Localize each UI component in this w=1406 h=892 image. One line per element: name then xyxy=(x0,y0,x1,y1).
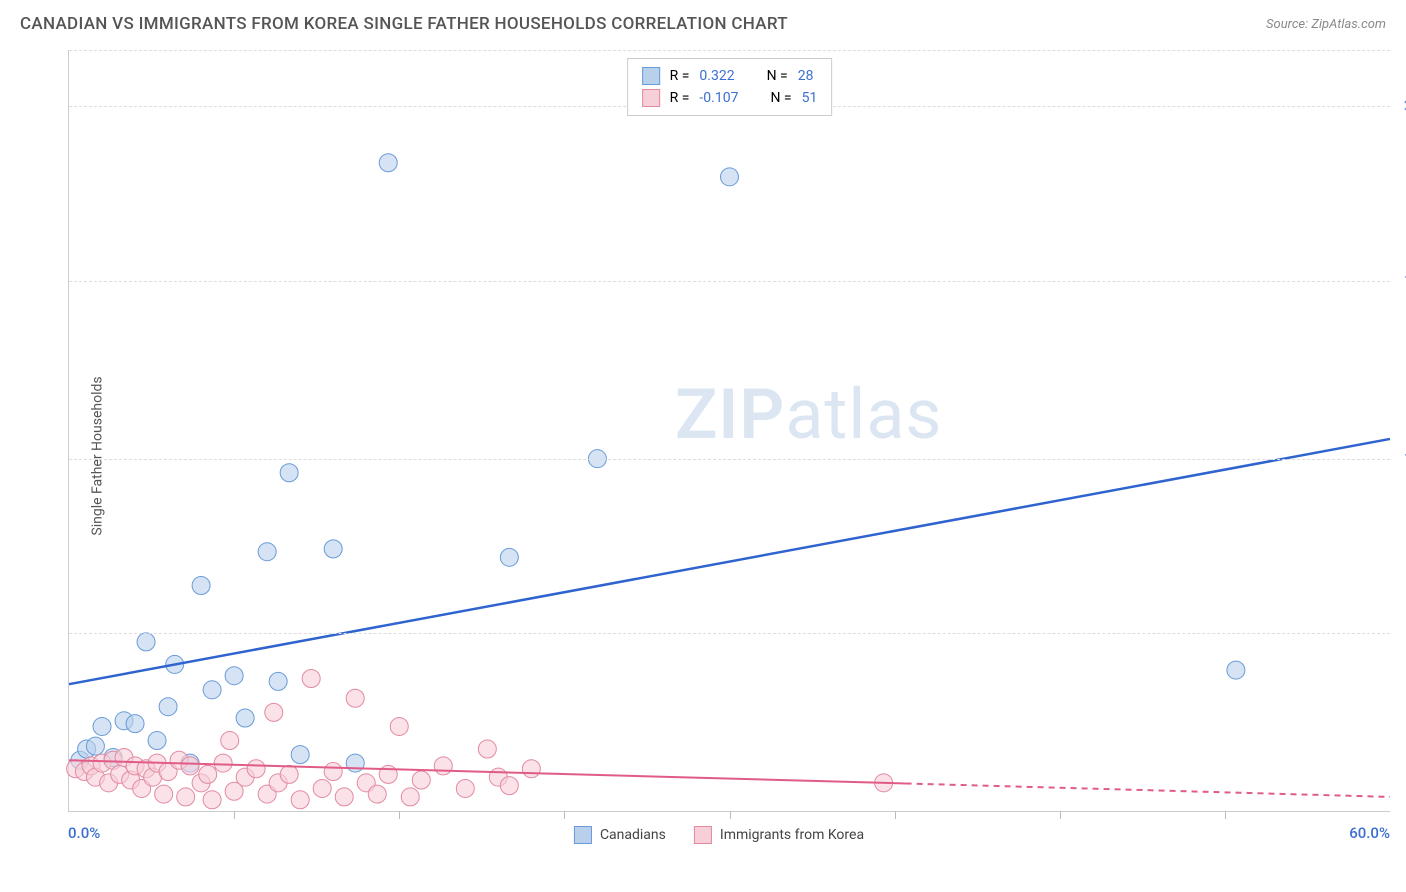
data-point xyxy=(1227,661,1245,679)
data-point xyxy=(181,757,199,775)
plot-area: ZIPatlas R = 0.322 N = 28 R = -0.107 N =… xyxy=(68,50,1390,812)
x-tick xyxy=(234,811,235,819)
chart-container: Single Father Households ZIPatlas R = 0.… xyxy=(48,50,1390,862)
data-point xyxy=(379,154,397,172)
n-label: N = xyxy=(767,68,788,84)
data-point xyxy=(199,765,217,783)
legend-item-immigrants: Immigrants from Korea xyxy=(694,826,864,844)
data-point xyxy=(265,703,283,721)
swatch-immigrants xyxy=(642,89,660,107)
trend-line-dashed xyxy=(906,783,1390,796)
legend-label-immigrants: Immigrants from Korea xyxy=(720,827,864,843)
data-point xyxy=(280,464,298,482)
data-point xyxy=(478,740,496,758)
x-tick xyxy=(730,811,731,819)
gridline xyxy=(69,281,1390,282)
x-tick xyxy=(1060,811,1061,819)
data-point xyxy=(155,785,173,803)
data-point xyxy=(500,548,518,566)
data-point xyxy=(93,717,111,735)
data-point xyxy=(221,732,239,750)
data-point xyxy=(291,746,309,764)
r-label: R = xyxy=(670,68,690,84)
r-value-immigrants: -0.107 xyxy=(699,90,738,106)
data-point xyxy=(148,732,166,750)
stats-legend-row: R = -0.107 N = 51 xyxy=(642,87,818,109)
data-point xyxy=(236,709,254,727)
n-value-canadians: 28 xyxy=(798,68,814,84)
data-point xyxy=(159,698,177,716)
data-point xyxy=(313,779,331,797)
swatch-immigrants xyxy=(694,826,712,844)
data-point xyxy=(456,779,474,797)
data-point xyxy=(390,717,408,735)
x-axis-min-label: 0.0% xyxy=(68,824,100,842)
data-point xyxy=(280,765,298,783)
legend-item-canadians: Canadians xyxy=(574,826,666,844)
data-point xyxy=(225,667,243,685)
data-point xyxy=(137,633,155,651)
data-point xyxy=(324,540,342,558)
trend-line xyxy=(69,439,1390,684)
data-point xyxy=(177,788,195,806)
data-point xyxy=(126,715,144,733)
data-point xyxy=(291,791,309,809)
n-label: N = xyxy=(770,90,791,106)
data-point xyxy=(214,754,232,772)
data-point xyxy=(500,777,518,795)
swatch-canadians xyxy=(574,826,592,844)
data-point xyxy=(335,788,353,806)
data-point xyxy=(434,757,452,775)
scatter-svg xyxy=(69,50,1390,811)
r-value-canadians: 0.322 xyxy=(699,68,734,84)
n-value-immigrants: 51 xyxy=(802,90,818,106)
data-point xyxy=(86,737,104,755)
data-point xyxy=(346,754,364,772)
data-point xyxy=(346,689,364,707)
data-point xyxy=(203,681,221,699)
data-point xyxy=(401,788,419,806)
x-tick xyxy=(895,811,896,819)
gridline xyxy=(69,633,1390,634)
x-tick xyxy=(564,811,565,819)
data-point xyxy=(258,543,276,561)
data-point xyxy=(203,791,221,809)
data-point xyxy=(192,577,210,595)
chart-title: CANADIAN VS IMMIGRANTS FROM KOREA SINGLE… xyxy=(20,14,788,34)
swatch-canadians xyxy=(642,67,660,85)
data-point xyxy=(522,760,540,778)
stats-legend: R = 0.322 N = 28 R = -0.107 N = 51 xyxy=(627,58,833,116)
data-point xyxy=(721,168,739,186)
data-point xyxy=(269,672,287,690)
x-axis-max-label: 60.0% xyxy=(1349,824,1390,842)
x-tick xyxy=(1225,811,1226,819)
source-label: Source: ZipAtlas.com xyxy=(1266,17,1386,32)
data-point xyxy=(412,771,430,789)
stats-legend-row: R = 0.322 N = 28 xyxy=(642,65,818,87)
gridline xyxy=(69,50,1390,51)
data-point xyxy=(247,760,265,778)
series-legend: Canadians Immigrants from Korea xyxy=(574,826,864,844)
legend-label-canadians: Canadians xyxy=(600,827,666,843)
gridline xyxy=(69,459,1390,460)
r-label: R = xyxy=(670,90,690,106)
x-tick xyxy=(399,811,400,819)
data-point xyxy=(324,763,342,781)
data-point xyxy=(302,670,320,688)
data-point xyxy=(368,785,386,803)
